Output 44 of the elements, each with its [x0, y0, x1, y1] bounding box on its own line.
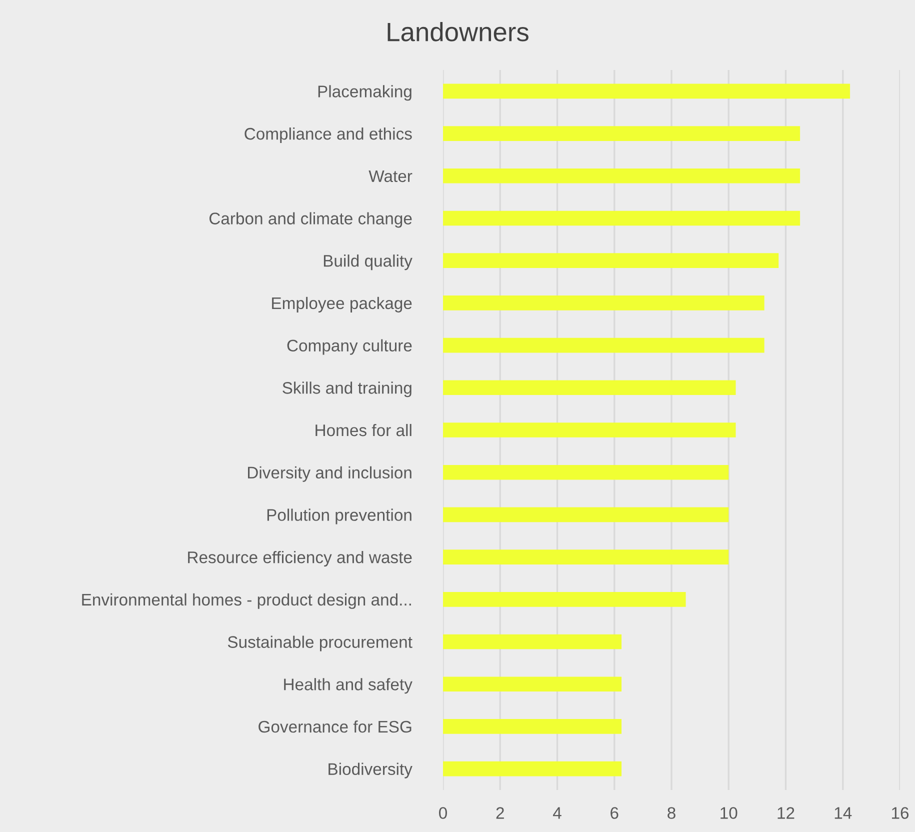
y-tick-label: Health and safety: [284, 678, 412, 694]
bar: [443, 253, 779, 268]
bar: [443, 168, 800, 184]
bar: [443, 126, 800, 141]
x-tick-label: 14: [834, 807, 852, 819]
bar: [443, 761, 622, 776]
y-tick-label: Sustainable procurement: [228, 636, 412, 652]
y-tick-label: Environmental homes - product design and...: [82, 593, 411, 609]
x-tick-label: 10: [720, 807, 738, 819]
y-tick-label: Employee package: [272, 296, 412, 312]
y-tick-label: Skills and training: [282, 382, 412, 398]
x-tick-label: 0: [439, 807, 447, 819]
bar: [443, 592, 686, 607]
y-tick-label: Company culture: [287, 339, 412, 355]
y-tick-label: Placemaking: [318, 85, 412, 101]
y-tick-label: Water: [368, 170, 412, 182]
bar: [443, 84, 850, 99]
x-tick-label: 12: [778, 807, 794, 819]
bar: [443, 550, 729, 564]
y-tick-label: Governance for ESG: [258, 720, 412, 733]
y-tick-label: Pollution prevention: [267, 508, 412, 524]
x-tick-label: 16: [892, 807, 909, 819]
bar: [443, 422, 736, 438]
y-tick-label: Carbon and climate change: [209, 212, 412, 228]
bar: [443, 464, 729, 480]
x-tick-label: 2: [496, 807, 504, 819]
x-tick-label: 4: [553, 807, 562, 819]
y-tick-label: Diversity and inclusion: [248, 466, 412, 482]
bar: [443, 719, 622, 734]
bar: [443, 210, 800, 226]
bar: [443, 296, 764, 310]
bar: [443, 338, 764, 353]
y-tick-label: Build quality: [324, 254, 412, 270]
y-tick-label: Homes for all: [316, 424, 412, 436]
y-tick-label: Resource efficiency and waste: [188, 551, 412, 567]
y-tick-label: Biodiversity: [328, 762, 412, 778]
bar: [443, 380, 736, 396]
chart-title: Landowners: [388, 22, 528, 42]
bar: [443, 507, 729, 522]
bar: [443, 634, 622, 650]
x-tick-label: 8: [668, 807, 676, 819]
x-tick-label: 6: [610, 807, 618, 819]
bar: [443, 676, 622, 692]
y-tick-label: Compliance and ethics: [244, 127, 412, 144]
